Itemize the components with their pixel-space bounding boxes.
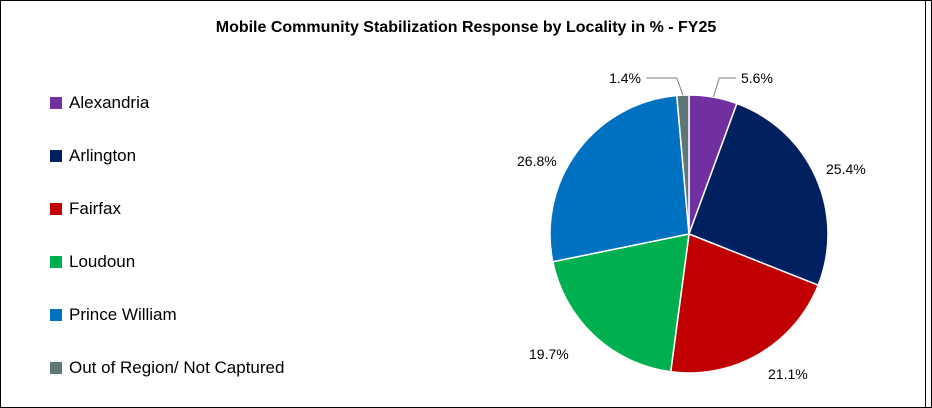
data-label-out-of-region-not-captured: 1.4% <box>609 70 641 86</box>
frame-edge <box>925 0 926 408</box>
legend-swatch <box>50 202 62 215</box>
legend-swatch <box>50 255 62 268</box>
legend-label: Out of Region/ Not Captured <box>69 357 285 377</box>
leader-line <box>646 77 684 96</box>
leader-line <box>712 77 736 98</box>
legend-swatch <box>50 308 62 321</box>
legend-label: Fairfax <box>69 198 121 218</box>
legend-label: Alexandria <box>69 92 150 112</box>
pie-slice-arlington <box>688 102 829 287</box>
data-label-prince-william: 26.8% <box>517 153 557 169</box>
data-label-fairfax: 21.1% <box>768 366 808 382</box>
legend-label: Arlington <box>69 145 137 165</box>
legend-swatch <box>50 96 62 109</box>
data-label-alexandria: 5.6% <box>741 70 773 86</box>
pie-slice-fairfax <box>669 232 820 374</box>
data-label-loudoun: 19.7% <box>529 346 569 362</box>
legend-swatch <box>50 361 62 374</box>
legend-item-loudoun: Loudoun <box>50 235 284 288</box>
legend-item-arlington: Arlington <box>50 129 284 182</box>
legend-item-out-of-region-not-captured: Out of Region/ Not Captured <box>50 341 284 394</box>
data-label-arlington: 25.4% <box>826 161 866 177</box>
pie-slice-out-of-region-not-captured <box>675 94 690 235</box>
chart-legend: Alexandria Arlington Fairfax Loudoun Prince … <box>50 76 284 394</box>
legend-item-fairfax: Fairfax <box>50 182 284 235</box>
legend-label: Prince William <box>69 304 177 324</box>
legend-label: Loudoun <box>69 251 136 271</box>
legend-item-alexandria: Alexandria <box>50 76 284 129</box>
chart-title: Mobile Community Stabilization Response … <box>215 19 717 36</box>
pie-slice-loudoun <box>551 233 690 373</box>
legend-item-prince-william: Prince William <box>50 288 284 341</box>
legend-swatch <box>50 149 62 162</box>
pie-slice-prince-william <box>549 94 690 263</box>
